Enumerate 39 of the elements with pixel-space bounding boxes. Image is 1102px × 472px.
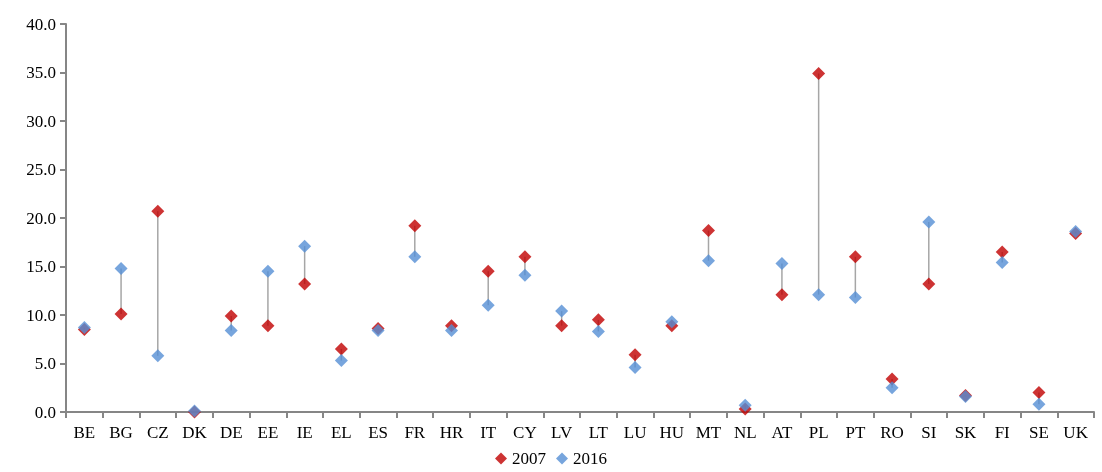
x-tick-label: EL [330,423,352,442]
y-tick-label: 25.0 [26,160,56,179]
x-tick-label: MT [695,423,722,442]
y-tick-label: 40.0 [26,14,56,34]
x-tick-label: DE [219,423,243,442]
x-tick-label: BE [73,423,96,442]
x-tick-label: FI [994,423,1011,442]
x-tick-label: IE [296,423,313,442]
x-tick-label: EE [257,423,279,442]
x-tick-label: CZ [146,423,169,442]
x-tick-label: DK [182,423,208,442]
y-tick-label: 10.0 [26,305,56,325]
x-tick-label: SK [954,423,978,442]
x-tick-label: HU [659,423,685,442]
y-tick-label: 0.0 [34,402,56,422]
legend-label: 2007 [512,449,547,468]
x-tick-label: HR [439,423,464,442]
y-tick-label: 5.0 [34,354,56,373]
x-tick-label: CY [513,423,537,442]
x-tick-label: ES [368,423,388,442]
y-tick-label: 15.0 [26,257,56,276]
x-tick-label: LU [623,423,647,442]
x-tick-label: LT [588,423,609,442]
x-tick-label: PT [845,423,866,442]
x-tick-label: LV [551,423,573,442]
y-tick-label: 20.0 [26,208,56,228]
x-tick-label: RO [880,423,904,442]
legend-label: 2016 [573,449,607,468]
x-tick-label: SE [1029,423,1049,442]
x-tick-label: PL [808,423,829,442]
y-tick-label: 30.0 [26,111,56,131]
x-tick-label: SI [921,423,937,442]
x-tick-label: IT [480,423,497,442]
x-tick-label: NL [733,423,757,442]
x-tick-label: UK [1063,423,1089,442]
x-tick-label: BG [109,423,133,442]
x-tick-label: AT [771,423,793,442]
y-tick-label: 35.0 [26,63,56,82]
x-tick-label: FR [404,423,426,442]
